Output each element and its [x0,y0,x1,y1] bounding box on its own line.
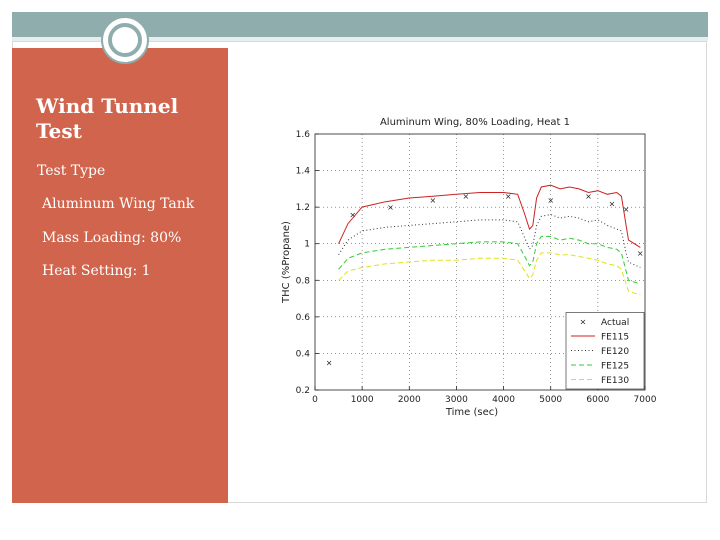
plot-border [314,133,646,391]
x-tick-label: 0 [312,395,318,405]
y-tick-label: 1.2 [296,203,310,213]
series-line-fe130 [338,252,641,296]
circle-ring-icon [101,16,149,64]
x-tick-label: 5000 [539,395,562,405]
y-tick-label: 1.4 [296,167,311,177]
y-tick-label: 0.6 [296,313,311,323]
y-axis-label: THC (%Propane) [281,221,292,304]
actual-data-point: × [585,192,592,201]
legend-label: FE120 [601,347,629,357]
actual-data-point: × [609,199,616,208]
chart-title: Aluminum Wing, 80% Loading, Heat 1 [380,117,570,128]
actual-data-point: × [547,196,554,205]
y-tick-label: 0.2 [296,386,310,396]
y-tick-label: 1 [304,240,310,250]
actual-data-point: × [623,205,630,214]
actual-data-point: × [505,192,512,201]
series-line-fe120 [338,213,641,268]
series-line-fe125 [338,235,641,285]
wing-tank-text: Aluminum Wing Tank [42,196,195,212]
slide-title: Wind Tunnel Test [36,94,179,143]
header-strip [12,37,708,41]
side-panel [12,48,228,503]
series-line-fe115 [338,184,641,248]
legend-label: Actual [601,318,629,328]
x-tick-label: 7000 [634,395,657,405]
actual-data-point: × [326,359,333,368]
x-tick-label: 1000 [351,395,374,405]
legend-label: FE130 [601,376,629,386]
actual-data-point: × [387,203,394,212]
x-tick-label: 2000 [398,395,421,405]
actual-data-point: × [349,210,356,219]
x-tick-label: 4000 [492,395,515,405]
legend-label: FE125 [601,362,629,372]
x-tick-label: 3000 [445,395,468,405]
x-tick-label: 6000 [586,395,609,405]
actual-data-point: × [637,249,644,258]
mass-loading-text: Mass Loading: 80% [42,230,182,246]
y-tick-label: 1.6 [296,130,311,140]
y-tick-label: 0.8 [296,276,311,286]
y-tick-label: 0.4 [296,349,311,359]
line-chart: Aluminum Wing, 80% Loading, Heat 1 Time … [281,117,657,418]
heat-setting-text: Heat Setting: 1 [42,263,151,279]
x-axis-label: Time (sec) [445,407,498,418]
actual-data-point: × [430,196,437,205]
legend-label: FE115 [601,333,629,343]
actual-data-point: × [463,192,470,201]
test-type-label: Test Type [37,163,106,179]
legend-marker: × [580,318,587,327]
